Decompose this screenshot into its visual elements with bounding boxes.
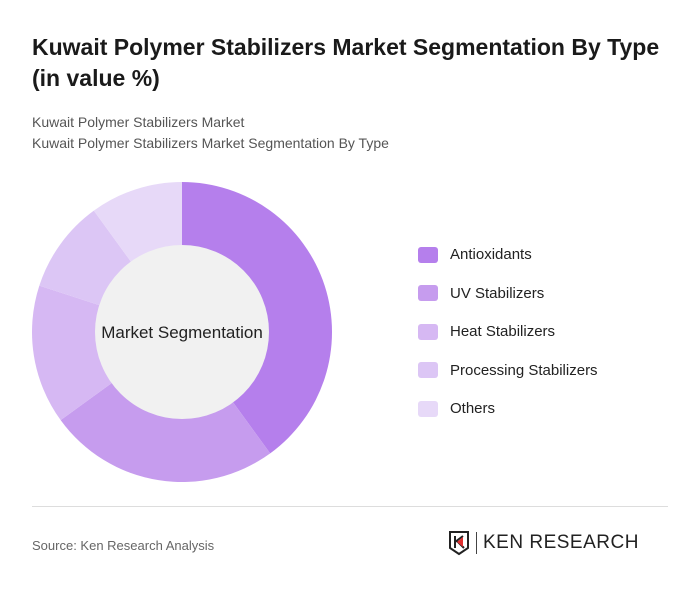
legend-item: UV Stabilizers [418,285,544,302]
legend-swatch [418,323,438,340]
legend-item: Heat Stabilizers [418,323,555,340]
ken-research-logo: KEN RESEARCH [448,530,639,556]
center-label: Market Segmentation [101,323,263,342]
legend-swatch [418,246,438,263]
legend-label: Processing Stabilizers [450,361,598,379]
donut-chart: Market Segmentation [32,182,332,482]
legend-swatch [418,400,438,417]
breadcrumb-market: Kuwait Polymer Stabilizers Market [32,114,245,130]
legend-label: UV Stabilizers [450,284,545,302]
legend-swatch [418,362,438,378]
legend-label: Others [450,400,496,417]
legend-label: Heat Stabilizers [450,323,556,340]
source-note: Source: Ken Research Analysis [32,538,215,553]
breadcrumb-segment: Kuwait Polymer Stabilizers Market Segmen… [32,135,389,151]
legend-item: Others [418,400,495,417]
logo-icon [449,531,469,556]
legend-item: Antioxidants [418,246,532,263]
chart-title: Kuwait Polymer Stabilizers Market Segmen… [32,34,660,91]
legend-swatch [418,285,438,301]
legend-label: Antioxidants [450,246,532,263]
logo-text: KEN RESEARCH [476,532,639,554]
donut-hole [95,245,269,419]
divider [32,506,668,507]
legend-item: Processing Stabilizers [418,362,598,379]
